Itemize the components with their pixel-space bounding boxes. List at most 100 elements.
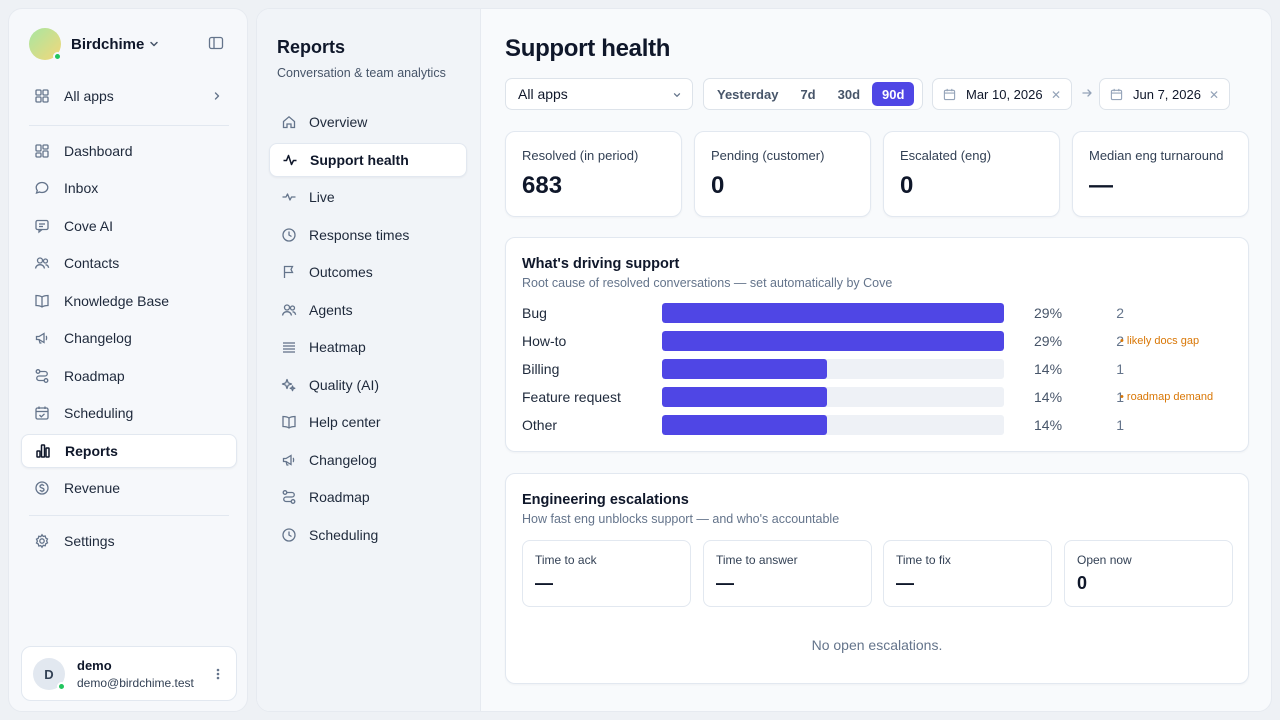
driver-row: How-to 29% 2 • likely docs gap xyxy=(522,330,1242,352)
sidebar-item-label: Scheduling xyxy=(64,405,134,421)
sidebar-item-inbox[interactable]: Inbox xyxy=(21,171,237,205)
esc-metric-time-to-answer: Time to answer — xyxy=(703,540,872,607)
esc-metric-time-to-fix: Time to fix — xyxy=(883,540,1052,607)
user-card[interactable]: D demo demo@birdchime.test xyxy=(21,646,237,701)
subnav-item-changelog[interactable]: Changelog xyxy=(269,443,467,477)
range-7d-button[interactable]: 7d xyxy=(800,86,816,102)
workspace-switcher[interactable]: Birdchime xyxy=(29,27,160,61)
subnav-item-label: Support health xyxy=(310,152,409,168)
sidebar-item-contacts[interactable]: Contacts xyxy=(21,246,237,280)
sidebar-item-settings[interactable]: Settings xyxy=(21,524,237,558)
driver-row: Other 14% 1 xyxy=(522,414,1242,436)
app-select[interactable]: All apps xyxy=(505,78,693,110)
driver-label: How-to xyxy=(522,333,567,349)
driver-bar xyxy=(662,415,828,435)
reports-subtitle: Conversation & team analytics xyxy=(277,66,446,80)
chat-ai-icon xyxy=(34,218,50,234)
sidebar-item-roadmap[interactable]: Roadmap xyxy=(21,359,237,393)
sidebar-toggle-icon[interactable] xyxy=(208,35,224,51)
driver-bar-track xyxy=(662,359,1004,379)
range-yesterday-button[interactable]: Yesterday xyxy=(717,86,779,102)
chevron-down-icon xyxy=(148,38,160,50)
driver-percent: 29% xyxy=(1034,333,1063,349)
workspace-name: Birdchime xyxy=(71,35,145,53)
stat-label: Resolved (in period) xyxy=(522,148,639,163)
subnav-item-roadmap[interactable]: Roadmap xyxy=(269,480,467,514)
subnav-item-label: Scheduling xyxy=(309,527,379,543)
driver-bar-track xyxy=(662,303,1004,323)
roadmap-icon xyxy=(281,489,297,505)
megaphone-icon xyxy=(281,452,297,468)
driver-count: 2 xyxy=(1116,305,1124,321)
range-30d-button[interactable]: 30d xyxy=(837,86,861,102)
driver-row: Billing 14% 1 xyxy=(522,358,1242,380)
escalations-card: Engineering escalations How fast eng unb… xyxy=(505,473,1249,684)
sidebar-item-scheduling[interactable]: Scheduling xyxy=(21,396,237,430)
subnav-item-overview[interactable]: Overview xyxy=(269,105,467,139)
driver-bar xyxy=(662,359,828,379)
workspace-logo xyxy=(29,28,62,61)
dashboard-icon xyxy=(34,143,50,159)
subnav-item-live[interactable]: Live xyxy=(269,180,467,214)
sidebar-item-changelog[interactable]: Changelog xyxy=(21,321,237,355)
esc-metric-time-to-ack: Time to ack — xyxy=(522,540,691,607)
subnav-item-agents[interactable]: Agents xyxy=(269,293,467,327)
sidebar-item-revenue[interactable]: Revenue xyxy=(21,471,237,505)
subnav-item-label: Outcomes xyxy=(309,264,373,280)
subnav-item-response-times[interactable]: Response times xyxy=(269,218,467,252)
date-from-value: Mar 10, 2026 xyxy=(966,86,1043,102)
stat-card-escalated: Escalated (eng) 0 xyxy=(883,131,1060,217)
subnav-item-label: Changelog xyxy=(309,452,377,468)
stat-value: 683 xyxy=(522,172,563,199)
driver-percent: 14% xyxy=(1034,361,1063,377)
stat-value: 0 xyxy=(711,172,725,199)
sidebar-item-dashboard[interactable]: Dashboard xyxy=(21,134,237,168)
subnav-item-help-center[interactable]: Help center xyxy=(269,405,467,439)
calendar-icon xyxy=(34,405,50,421)
subnav-item-scheduling[interactable]: Scheduling xyxy=(269,518,467,552)
book-icon xyxy=(281,414,297,430)
date-from-field[interactable]: Mar 10, 2026 ✕ xyxy=(932,78,1072,110)
agents-icon xyxy=(281,302,297,318)
clock-icon xyxy=(281,227,297,243)
subnav-item-outcomes[interactable]: Outcomes xyxy=(269,255,467,289)
sidebar: Birdchime All apps Dashboard Inbox Cove … xyxy=(8,8,248,712)
subnav-item-label: Heatmap xyxy=(309,339,366,355)
sidebar-item-knowledge-base[interactable]: Knowledge Base xyxy=(21,284,237,318)
driver-label: Billing xyxy=(522,361,560,377)
clear-date-from-icon[interactable]: ✕ xyxy=(1050,88,1061,102)
subnav-item-heatmap[interactable]: Heatmap xyxy=(269,330,467,364)
escalations-subtitle: How fast eng unblocks support — and who'… xyxy=(522,512,840,526)
sidebar-item-cove-ai[interactable]: Cove AI xyxy=(21,209,237,243)
range-90d-button[interactable]: 90d xyxy=(872,82,915,106)
user-email: demo@birdchime.test xyxy=(77,676,194,690)
driver-bar-track xyxy=(662,387,1004,407)
esc-label: Time to answer xyxy=(716,553,798,567)
page-title: Support health xyxy=(505,35,671,62)
sidebar-item-label: Inbox xyxy=(64,180,99,196)
clock-icon xyxy=(281,527,297,543)
date-to-field[interactable]: Jun 7, 2026 ✕ xyxy=(1099,78,1230,110)
sidebar-item-reports[interactable]: Reports xyxy=(21,434,237,468)
sidebar-item-label: Knowledge Base xyxy=(64,293,170,309)
date-to-value: Jun 7, 2026 xyxy=(1133,86,1201,102)
subnav-item-support-health[interactable]: Support health xyxy=(269,143,467,177)
main-panel: Reports Conversation & team analytics Ov… xyxy=(256,8,1272,712)
driver-label: Other xyxy=(522,417,558,433)
clear-date-to-icon[interactable]: ✕ xyxy=(1208,88,1219,102)
sidebar-item-label: Cove AI xyxy=(64,218,114,234)
more-vertical-icon[interactable] xyxy=(212,667,224,681)
driver-bar-track xyxy=(662,331,1004,351)
subnav-item-label: Roadmap xyxy=(309,489,370,505)
stat-card-resolved: Resolved (in period) 683 xyxy=(505,131,682,217)
driver-label: Feature request xyxy=(522,389,621,405)
subnav-item-label: Quality (AI) xyxy=(309,377,380,393)
stat-label: Escalated (eng) xyxy=(900,148,992,163)
all-apps-item[interactable]: All apps xyxy=(21,79,237,113)
esc-label: Time to ack xyxy=(535,553,597,567)
calendar-icon xyxy=(943,88,956,101)
subnav-item-quality-ai[interactable]: Quality (AI) xyxy=(269,368,467,402)
avatar-initial: D xyxy=(44,666,54,682)
dollar-icon xyxy=(34,480,50,496)
driver-label: Bug xyxy=(522,305,547,321)
